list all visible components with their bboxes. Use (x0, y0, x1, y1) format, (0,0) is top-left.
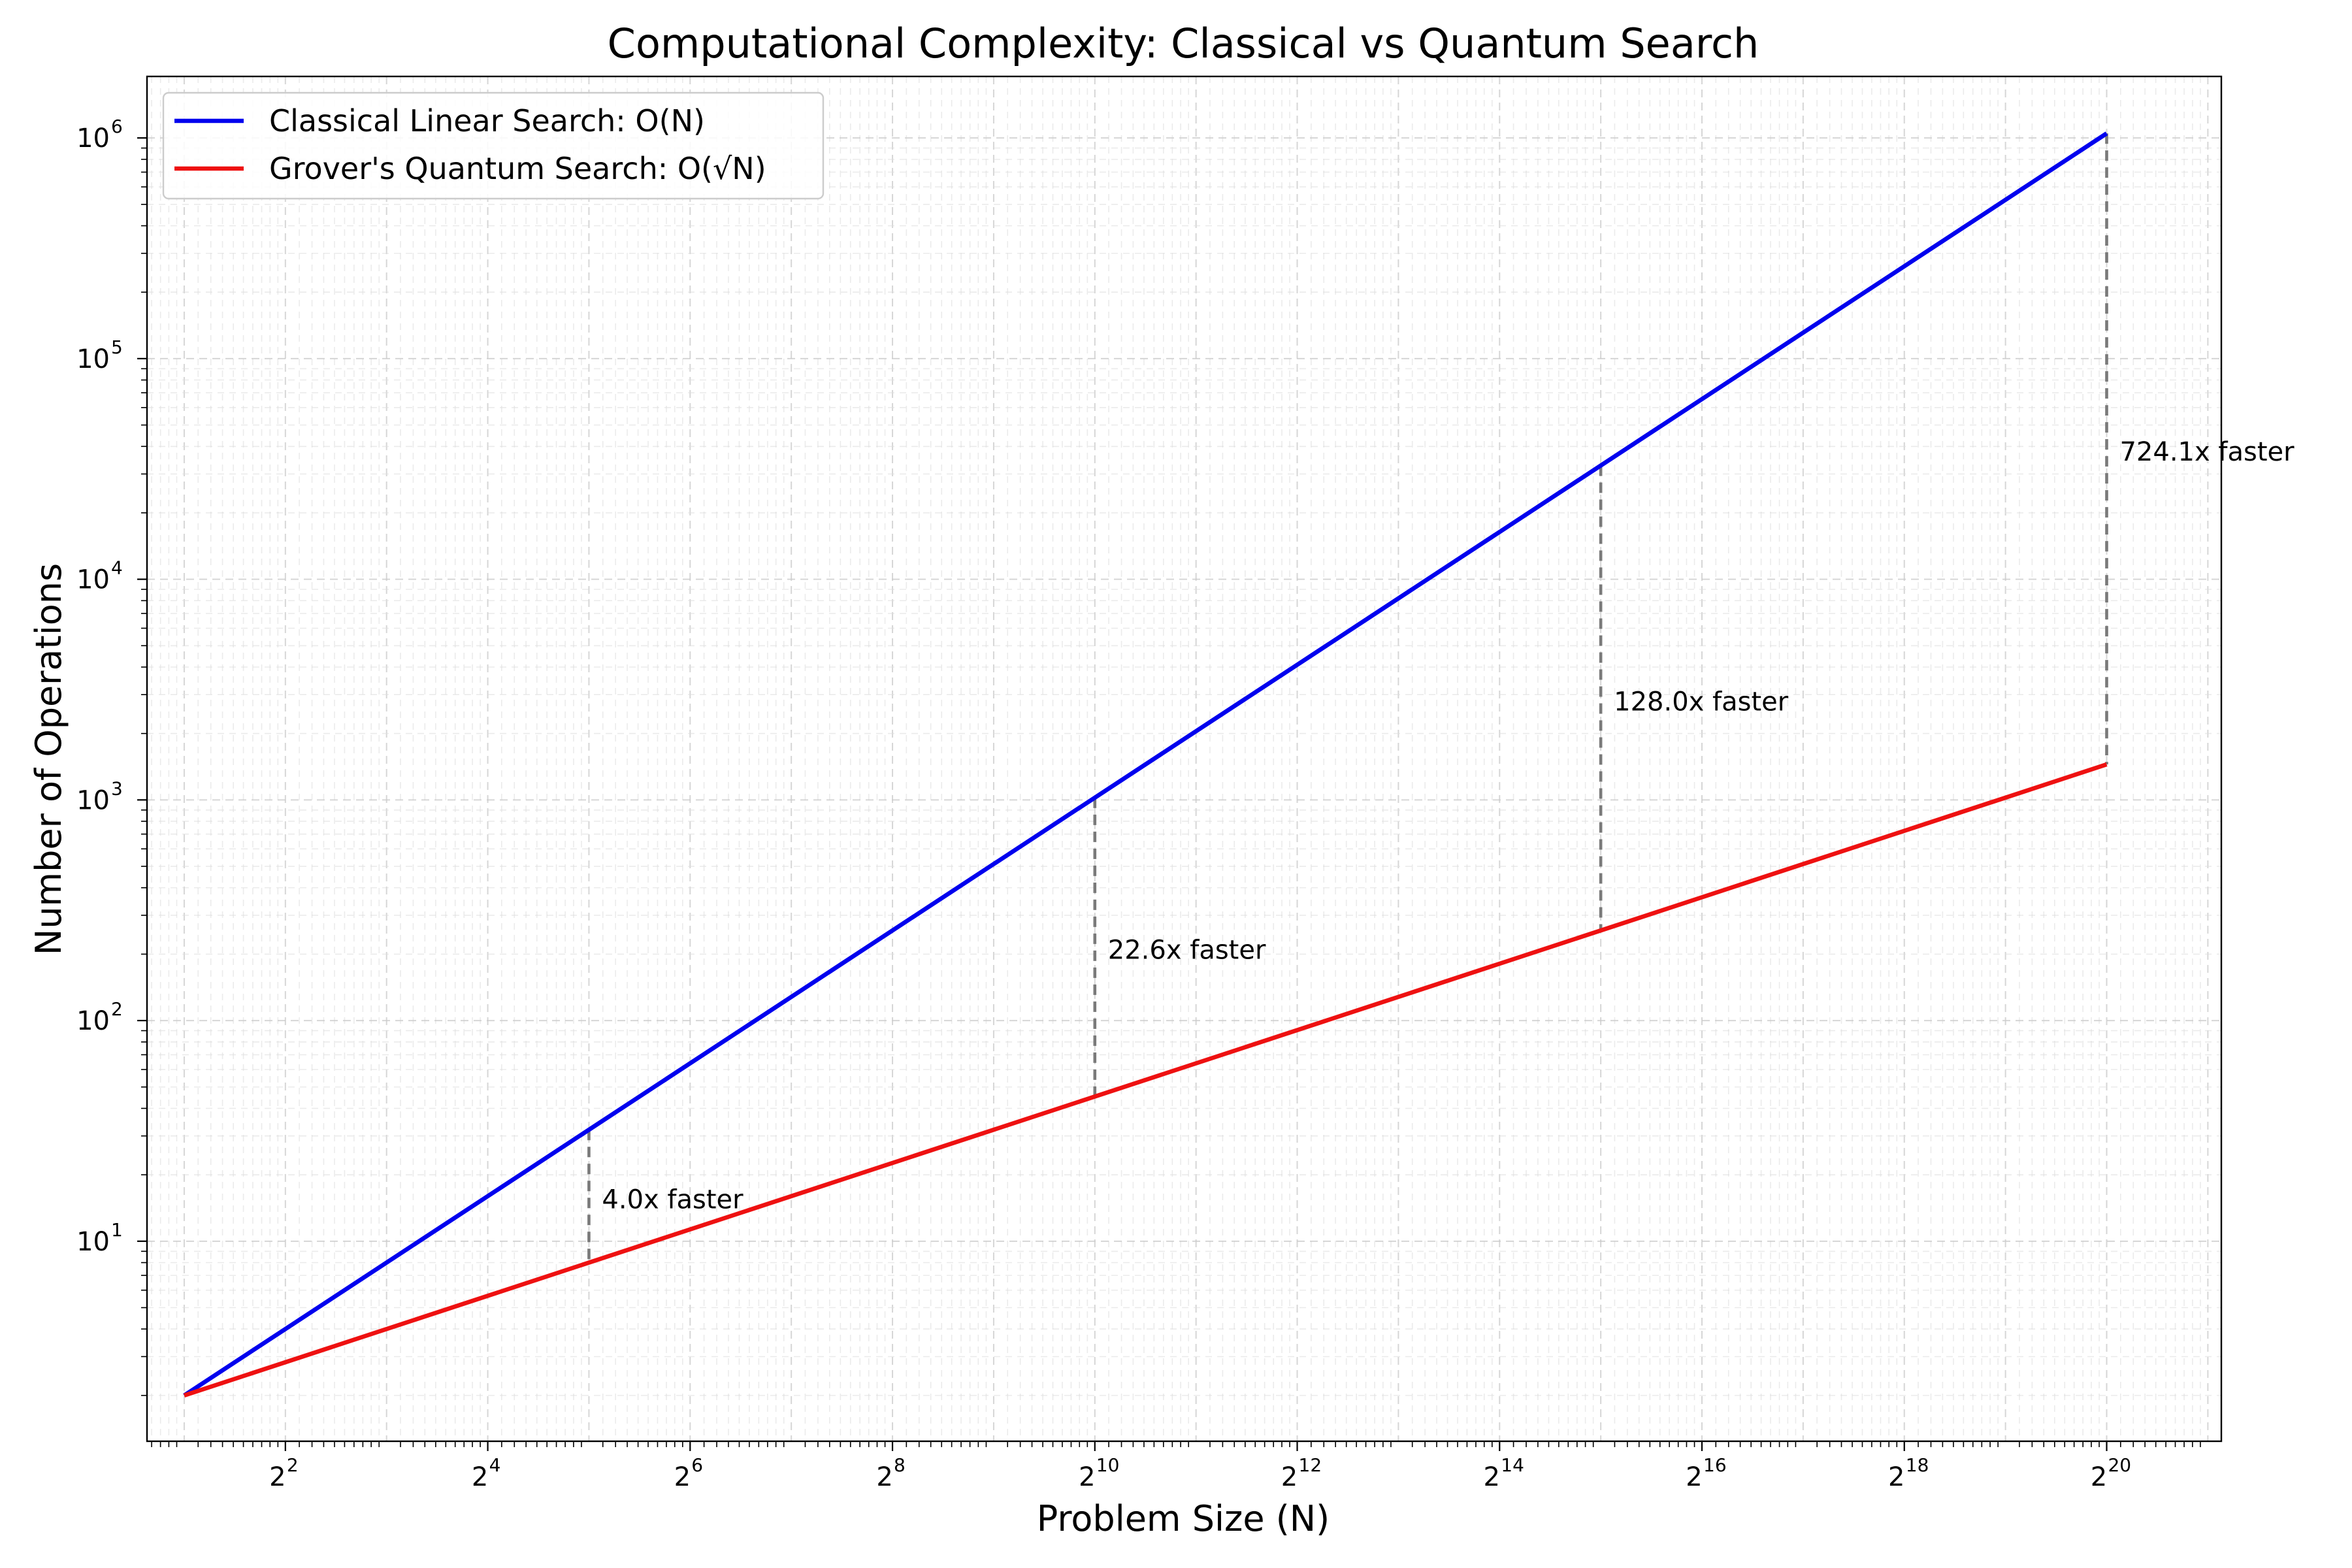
y-axis-label: Number of Operations (28, 563, 69, 955)
speedup-label: 4.0x faster (602, 1185, 743, 1215)
y-tick-label: 10 4 (76, 557, 123, 595)
y-tick-label-base: 10 (76, 785, 110, 815)
x-tick-label: 2 14 (1484, 1454, 1524, 1492)
x-axis-label: Problem Size (N) (1037, 1498, 1330, 1539)
y-tick-label-exponent: 3 (111, 777, 123, 799)
x-tick-label-exponent: 12 (1299, 1454, 1322, 1476)
x-tick-label-base: 2 (1079, 1462, 1095, 1492)
x-tick-label: 2 16 (1686, 1454, 1726, 1492)
y-tick-label: 10 1 (76, 1219, 123, 1257)
x-tick-label-exponent: 8 (894, 1454, 906, 1476)
x-tick-label-base: 2 (674, 1462, 691, 1492)
x-tick-label-base: 2 (1686, 1462, 1702, 1492)
x-tick-label-base: 2 (1484, 1462, 1500, 1492)
y-tick-label-exponent: 6 (111, 116, 123, 137)
y-tick-label-exponent: 1 (111, 1219, 123, 1241)
y-tick-label-exponent: 4 (111, 557, 123, 579)
speedup-label: 724.1x faster (2119, 437, 2295, 467)
y-tick-label-base: 10 (76, 1227, 110, 1257)
x-tick-label-exponent: 6 (691, 1454, 703, 1476)
y-tick-label: 10 3 (76, 777, 123, 815)
legend-label-classical: Classical Linear Search: O(N) (269, 103, 705, 139)
annotations: 4.0x faster 22.6x faster 128.0x faster 724.… (587, 133, 2295, 1263)
speedup-label: 22.6x faster (1108, 935, 1266, 965)
x-tick-label: 2 10 (1079, 1454, 1119, 1492)
y-tick-label-base: 10 (76, 565, 110, 595)
legend-box (162, 91, 825, 200)
x-tick-label-exponent: 20 (2108, 1454, 2131, 1476)
x-tick-label: 2 12 (1281, 1454, 1322, 1492)
x-tick-label-base: 2 (1281, 1462, 1298, 1492)
x-tick-label-base: 2 (269, 1462, 286, 1492)
chart-title: Computational Complexity: Classical vs Q… (608, 20, 1759, 67)
x-tick-label-exponent: 4 (489, 1454, 501, 1476)
x-tick-label-base: 2 (876, 1462, 892, 1492)
x-tick-label-exponent: 2 (287, 1454, 299, 1476)
x-tick-label-exponent: 18 (1906, 1454, 1929, 1476)
y-tick-label-base: 10 (76, 1006, 110, 1036)
speedup-label: 128.0x faster (1614, 687, 1789, 717)
axis-ticks (137, 137, 2201, 1451)
y-tick-label: 10 5 (76, 336, 123, 374)
y-tick-label: 10 6 (76, 116, 123, 154)
x-tick-label: 2 20 (2091, 1454, 2131, 1492)
x-tick-label-exponent: 14 (1501, 1454, 1524, 1476)
legend: Classical Linear Search: O(N) Grover's Q… (162, 91, 825, 200)
x-tick-label-exponent: 16 (1703, 1454, 1727, 1476)
x-tick-label-base: 2 (1888, 1462, 1904, 1492)
legend-label-quantum: Grover's Quantum Search: O(√N) (269, 151, 766, 186)
x-tick-label-exponent: 10 (1096, 1454, 1120, 1476)
y-tick-label-exponent: 5 (111, 336, 123, 358)
x-tick-label-base: 2 (2091, 1462, 2107, 1492)
y-tick-label-base: 10 (76, 123, 110, 154)
series-lines (183, 131, 2108, 1398)
x-tick-label-base: 2 (472, 1462, 488, 1492)
x-tick-label: 2 18 (1888, 1454, 1929, 1492)
plot-area-frame (146, 75, 2223, 1443)
y-tick-label: 10 2 (76, 998, 123, 1036)
series-line-quantum (183, 762, 2108, 1398)
series-line-classical (183, 131, 2108, 1397)
grid (147, 76, 2221, 1441)
y-tick-label-base: 10 (76, 344, 110, 374)
y-tick-label-exponent: 2 (111, 998, 123, 1020)
